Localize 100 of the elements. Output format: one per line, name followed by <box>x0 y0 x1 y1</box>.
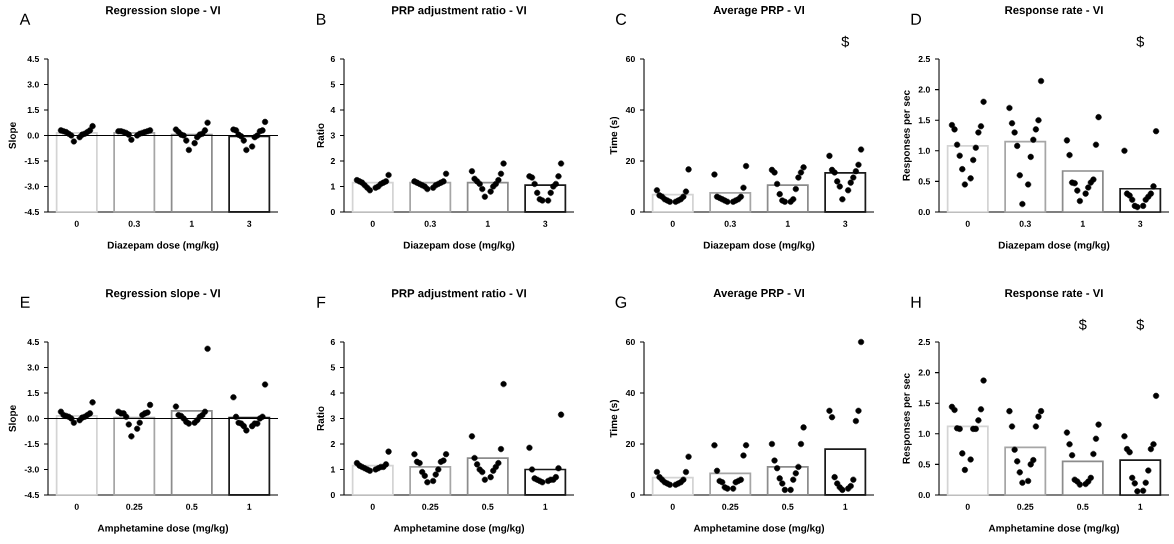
y-tick-label: 0 <box>630 491 635 499</box>
y-tick-label: 1 <box>331 183 336 190</box>
x-axis-title: Amphetamine dose (mg/kg) <box>393 524 525 534</box>
text: D <box>911 13 922 25</box>
chart-title: Average PRP - VI <box>713 289 804 300</box>
x-tick-label: 0.5 <box>782 503 794 510</box>
y-tick-label: 2.0 <box>918 86 930 93</box>
x-tick-label: 0 <box>965 220 970 227</box>
y-tick-label: -1.5 <box>24 157 40 165</box>
x-tick-label: 0 <box>965 503 970 510</box>
y-tick-label: 2.5 <box>918 55 931 63</box>
y-tick-label: 40 <box>625 389 635 397</box>
y-tick-label: 20 <box>625 157 635 165</box>
x-tick-label: 1 <box>485 220 490 227</box>
chart-title: Regression slope - VI <box>106 5 220 17</box>
y-tick-label: 4 <box>330 390 336 396</box>
y-tick-label: 3.0 <box>27 364 39 371</box>
y-axis-title: Slope <box>8 122 18 149</box>
chart-title: Response rate - VI <box>1005 6 1103 17</box>
x-tick-label: 1 <box>1080 220 1085 227</box>
x-axis-title: Diazepam dose (mg/kg) <box>703 241 815 251</box>
chart-title: Regression slope - VI <box>106 288 220 300</box>
y-tick-label: 4.5 <box>27 338 40 346</box>
x-axis-title: Amphetamine dose (mg/kg) <box>97 524 229 534</box>
x-axis-title: Amphetamine dose (mg/kg) <box>693 524 825 534</box>
text: $ <box>1136 318 1145 331</box>
y-tick-label: 5 <box>330 81 336 88</box>
x-tick-label: 3 <box>1138 220 1143 227</box>
y-tick-label: 0.5 <box>918 461 931 468</box>
x-tick-label: 0.5 <box>482 503 494 510</box>
x-axis-title: Diazepam dose (mg/kg) <box>998 241 1110 251</box>
y-tick-label: 4 <box>330 107 336 113</box>
y-tick-label: 60 <box>625 55 635 63</box>
x-tick-label: 0 <box>74 220 79 227</box>
y-tick-label: 0 <box>330 208 335 216</box>
x-tick-label: 0 <box>74 503 79 510</box>
y-tick-label: 2 <box>330 440 335 448</box>
x-tick-label: 0 <box>370 220 375 227</box>
y-tick-label: 60 <box>625 338 635 346</box>
y-tick-label: 1.5 <box>918 117 931 124</box>
x-axis-title: Diazepam dose (mg/kg) <box>107 241 219 251</box>
text: $ <box>1078 318 1087 331</box>
text: F <box>317 296 326 308</box>
text: B <box>316 13 326 25</box>
chart-title: Average PRP - VI <box>713 6 804 17</box>
y-tick-label: 3 <box>330 132 335 139</box>
y-tick-label: 0.0 <box>27 132 39 139</box>
x-tick-label: 0.5 <box>186 503 198 510</box>
x-tick-label: 0 <box>670 220 675 227</box>
y-axis-title: Time (s) <box>609 399 620 438</box>
x-tick-label: 1 <box>247 503 252 510</box>
x-tick-label: 0.3 <box>128 220 140 227</box>
text: $ <box>841 35 850 48</box>
x-tick-label: 0 <box>370 503 375 510</box>
y-tick-label: -4.5 <box>24 491 40 499</box>
x-tick-label: 0 <box>670 503 675 510</box>
chart-title: PRP adjustment ratio - VI <box>392 288 526 300</box>
x-tick-label: 3 <box>543 220 548 227</box>
text: H <box>911 296 921 308</box>
y-tick-label: 20 <box>625 440 635 448</box>
x-tick-label: 1 <box>1138 503 1143 510</box>
y-tick-label: 0.0 <box>918 491 930 499</box>
y-tick-label: -1.5 <box>24 440 40 448</box>
text: E <box>20 296 30 308</box>
y-tick-label: 1.5 <box>27 106 40 114</box>
chart-title: Response rate - VI <box>1005 289 1103 300</box>
y-axis-title: Time (s) <box>609 116 620 155</box>
y-tick-label: 6 <box>330 55 335 63</box>
y-tick-label: 3 <box>330 415 335 422</box>
x-tick-label: 0.25 <box>722 503 739 510</box>
x-axis-title: Diazepam dose (mg/kg) <box>403 241 515 251</box>
x-tick-label: 0.25 <box>1017 503 1034 510</box>
x-tick-label: 1 <box>543 503 548 510</box>
y-tick-label: -4.5 <box>24 208 40 216</box>
text: C <box>616 13 627 25</box>
y-tick-label: 1.5 <box>27 389 40 397</box>
y-tick-label: 3.0 <box>27 81 39 88</box>
x-tick-label: 0.25 <box>126 503 143 510</box>
y-axis-title: Ratio <box>316 406 324 431</box>
y-tick-label: 2 <box>330 157 335 165</box>
x-tick-label: 3 <box>843 220 848 227</box>
x-tick-label: 0.5 <box>1077 503 1089 510</box>
x-axis-title: Amphetamine dose (mg/kg) <box>988 524 1120 534</box>
y-tick-label: 0.0 <box>27 415 39 422</box>
x-tick-label: 0.25 <box>422 503 439 510</box>
y-axis-title: Slope <box>8 405 18 432</box>
y-tick-label: 4.5 <box>27 55 40 63</box>
y-axis-title: Responses per sec <box>902 373 912 464</box>
y-axis-title: Ratio <box>316 123 324 148</box>
y-tick-label: 0 <box>330 491 335 499</box>
y-tick-label: 0.5 <box>918 178 931 185</box>
text: A <box>19 13 31 25</box>
x-tick-label: 0.3 <box>1019 220 1031 227</box>
y-tick-label: -3.0 <box>24 183 39 190</box>
y-tick-label: 6 <box>330 338 335 346</box>
y-tick-label: 40 <box>625 106 635 114</box>
y-tick-label: 2.5 <box>918 338 931 346</box>
x-tick-label: 3 <box>247 220 252 227</box>
y-tick-label: 0.0 <box>918 208 930 216</box>
y-tick-label: 2.0 <box>918 369 930 376</box>
